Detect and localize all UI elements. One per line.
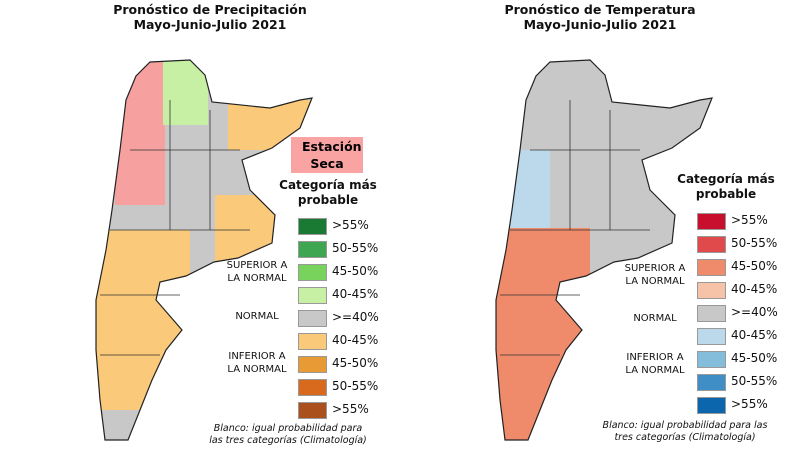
legend-swatch (298, 310, 327, 327)
dry-season-badge: Estación Seca (291, 137, 363, 173)
legend-label: 40-45% (332, 333, 379, 347)
legend-swatch (298, 287, 327, 304)
legend-label: 40-45% (731, 328, 778, 342)
legend-swatch (298, 356, 327, 373)
legend-label: >55% (731, 397, 768, 411)
legend-swatch (697, 374, 726, 391)
below-normal-region-patagonia (96, 230, 190, 420)
legend-swatch (697, 213, 726, 230)
temp-inferior-label: INFERIOR A LA NORMAL (625, 352, 685, 376)
legend-swatch (298, 241, 327, 258)
legend-swatch (697, 328, 726, 345)
legend-swatch (298, 218, 327, 235)
legend-label: >=40% (332, 310, 379, 324)
temperature-map (495, 59, 713, 441)
precip-inferior-label: INFERIOR A LA NORMAL (227, 351, 287, 375)
legend-label: >55% (731, 213, 768, 227)
legend-label: 45-50% (731, 259, 778, 273)
precip-legend-title: Categoría más probable (279, 178, 377, 207)
subtitle-line: Mayo-Junio-Julio 2021 (133, 17, 287, 32)
legend-label: 45-50% (332, 356, 379, 370)
legend-swatch (697, 282, 726, 299)
legend-label: 45-50% (731, 351, 778, 365)
legend-swatch (697, 397, 726, 414)
temp-note: Blanco: igual probabilidad para las tres… (602, 420, 768, 443)
legend-swatch (298, 333, 327, 350)
legend-label: >=40% (731, 305, 778, 319)
legend-label: 50-55% (332, 241, 379, 255)
legend-swatch (697, 259, 726, 276)
precipitation-map (95, 59, 313, 441)
temp-superior-label: SUPERIOR A LA NORMAL (624, 263, 686, 287)
legend-swatch (298, 379, 327, 396)
temp-legend-title: Categoría más probable (677, 172, 775, 201)
temp-title: Pronóstico de Temperatura Mayo-Junio-Jul… (480, 2, 720, 32)
legend-swatch (697, 305, 726, 322)
precip-normal-label: NORMAL (235, 311, 279, 322)
legend-label: 50-55% (731, 236, 778, 250)
badge-text: Estación Seca (302, 139, 362, 171)
legend-label: 50-55% (332, 379, 379, 393)
legend-swatch (697, 351, 726, 368)
legend-label: >55% (332, 218, 369, 232)
legend-label: 40-45% (332, 287, 379, 301)
legend-swatch (697, 236, 726, 253)
subtitle-line: Mayo-Junio-Julio 2021 (523, 17, 677, 32)
precip-note: Blanco: igual probabilidad para las tres… (209, 423, 367, 446)
temp-normal-label: NORMAL (633, 313, 677, 324)
legend-label: 50-55% (731, 374, 778, 388)
legend-swatch (298, 402, 327, 419)
legend-label: 40-45% (731, 282, 778, 296)
precip-superior-label: SUPERIOR A LA NORMAL (226, 260, 288, 284)
title-line: Pronóstico de Temperatura (504, 2, 696, 17)
title-line: Pronóstico de Precipitación (113, 2, 307, 17)
legend-label: 45-50% (332, 264, 379, 278)
precip-title: Pronóstico de Precipitación Mayo-Junio-J… (90, 2, 330, 32)
legend-swatch (298, 264, 327, 281)
legend-label: >55% (332, 402, 369, 416)
